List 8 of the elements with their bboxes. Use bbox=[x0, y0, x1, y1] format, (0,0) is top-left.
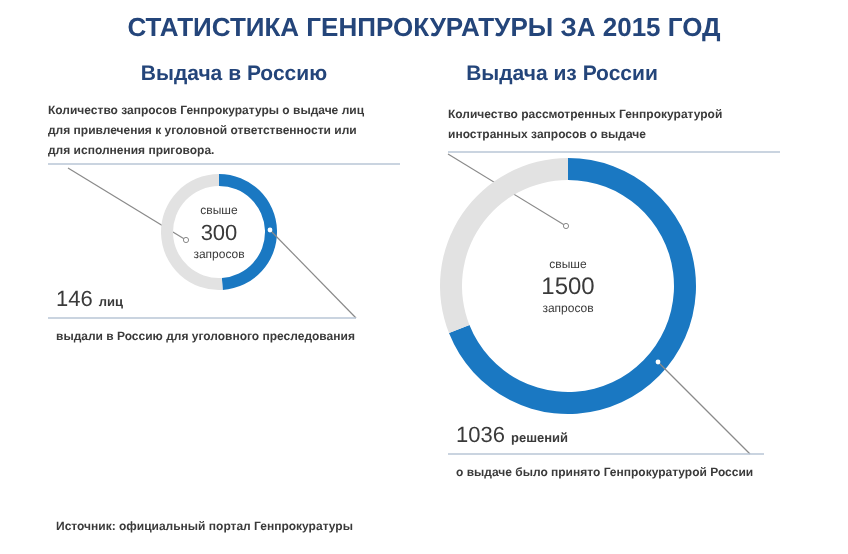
chart-subtitle: Выдача из России bbox=[466, 62, 658, 86]
text: 146 bbox=[56, 288, 93, 312]
text: 1500 bbox=[541, 272, 596, 300]
text: 300 bbox=[200, 222, 238, 246]
donut-slice bbox=[448, 158, 696, 414]
chart-subtitle: Выдача в Россию bbox=[140, 62, 328, 86]
text: 1036 bbox=[456, 424, 505, 448]
text: СТАТИСТИКА ГЕНПРОКУРАТУРЫ ЗА 2015 ГОД bbox=[127, 12, 723, 42]
